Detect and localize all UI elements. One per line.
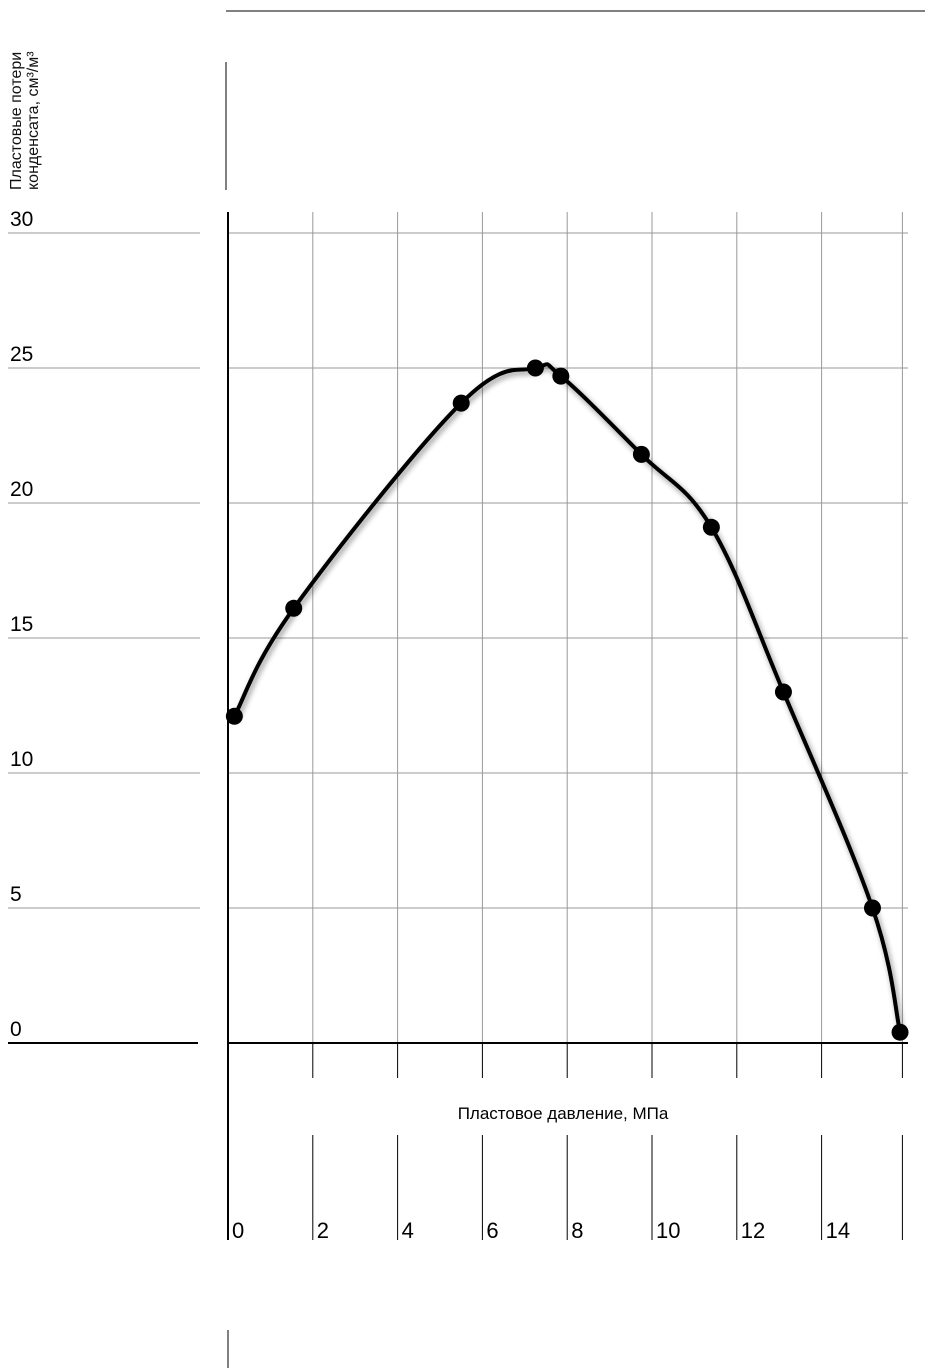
data-point [863,899,881,917]
data-point [774,683,792,701]
data-point [452,394,470,412]
y-tick-label: 25 [10,343,33,366]
tick-labels: 0 5 10 15 20 25 30 0 2 4 6 8 10 12 14 [10,208,850,1243]
grid [8,212,908,1240]
x-tick-label: 8 [571,1218,583,1243]
x-tick-label: 4 [402,1218,414,1243]
y-tick-label: 0 [10,1018,22,1041]
x-tick-label: 6 [486,1218,498,1243]
data-point [891,1023,909,1041]
data-point [526,359,544,377]
series-group [225,359,909,1041]
x-tick-label: 14 [826,1218,850,1243]
y-tick-label: 15 [10,613,33,636]
x-axis-label: Пластовое давление, МПа [458,1104,669,1123]
y-tick-label: 5 [10,883,22,906]
y-tick-label: 30 [10,208,33,231]
x-tick-label: 10 [656,1218,680,1243]
x-tick-label: 12 [741,1218,765,1243]
data-point [552,367,570,385]
x-tick-label: 2 [317,1218,329,1243]
data-point [225,707,243,725]
series-line [232,362,902,1033]
data-point [285,599,303,617]
data-point [702,518,720,536]
y-tick-label: 20 [10,478,33,501]
x-tick-label: 0 [232,1218,244,1243]
y-tick-label: 10 [10,748,33,771]
data-point [632,445,650,463]
axes [8,212,908,1240]
